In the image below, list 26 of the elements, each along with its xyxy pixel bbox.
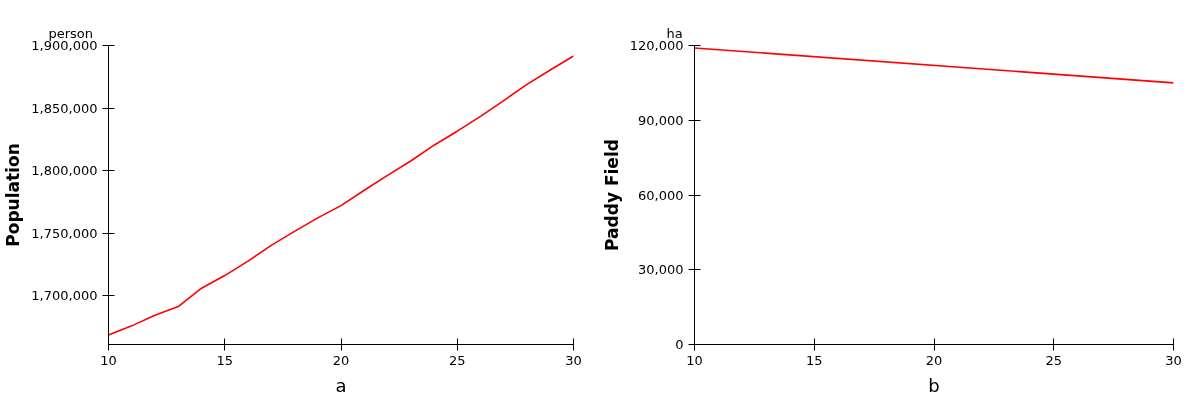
y-axis-title: Paddy Field xyxy=(601,139,622,251)
x-tick-label: 20 xyxy=(925,352,943,368)
x-tick-label: 30 xyxy=(1165,352,1182,368)
x-tick-label: 25 xyxy=(1045,352,1063,368)
y-tick-label: 60,000 xyxy=(638,187,684,203)
x-tick-label: 25 xyxy=(448,352,466,368)
y-tick-label: 1,850,000 xyxy=(31,100,98,116)
y-tick-label: 90,000 xyxy=(638,112,684,128)
x-tick-label: 20 xyxy=(332,352,350,368)
x-tick-label: 30 xyxy=(565,352,582,368)
x-tick-label: 15 xyxy=(216,352,234,368)
y-tick-label: 30,000 xyxy=(638,262,684,278)
text: b xyxy=(928,374,940,396)
line-series xyxy=(108,55,574,336)
text: person xyxy=(48,25,94,41)
y-tick-label: 1,800,000 xyxy=(31,163,98,179)
x-tick-label: 10 xyxy=(100,352,117,368)
y-tick-label: 1,750,000 xyxy=(31,225,98,241)
y-tick-label: 1,700,000 xyxy=(31,288,98,304)
y-tick-label: 120,000 xyxy=(629,38,684,53)
text: a xyxy=(335,374,347,396)
x-tick-label: 15 xyxy=(805,352,823,368)
y-tick-label: 0 xyxy=(675,337,684,352)
x-tick-label: 10 xyxy=(686,352,703,368)
y-axis-title: Population xyxy=(3,143,24,247)
text: ha xyxy=(666,25,683,41)
